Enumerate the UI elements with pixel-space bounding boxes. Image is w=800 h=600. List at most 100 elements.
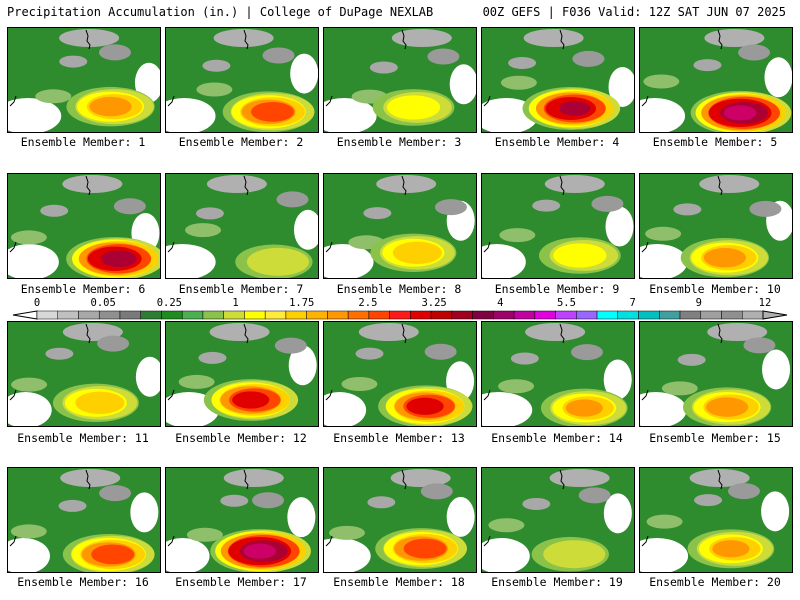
precip-map — [640, 468, 792, 572]
precip-colorbar: 0 0.05 0.25 1 1.75 2.5 3.25 4 5.5 7 9 12 — [12, 297, 788, 320]
model-run-info: 00Z GEFS | F036 Valid: 12Z SAT JUN 07 20… — [482, 5, 786, 19]
ensemble-member-map — [639, 467, 793, 573]
colorbar-swatch — [410, 310, 432, 320]
colorbar-min-arrow — [12, 310, 38, 320]
colorbar-swatch — [493, 310, 515, 320]
ensemble-member-caption: Ensemble Member: 11 — [17, 431, 149, 445]
colorbar-swatch — [638, 310, 660, 320]
ensemble-member-map — [639, 321, 793, 427]
ensemble-member-caption: Ensemble Member: 15 — [649, 431, 781, 445]
colorbar-swatch — [264, 310, 287, 320]
ensemble-member-map — [481, 173, 635, 279]
ensemble-member-map — [323, 321, 477, 427]
ensemble-member-caption: Ensemble Member: 12 — [175, 431, 307, 445]
ensemble-member-map — [165, 173, 319, 279]
colorbar-swatch — [327, 310, 349, 320]
colorbar-swatch — [451, 310, 473, 320]
precip-map — [324, 28, 476, 132]
colorbar-swatch — [181, 310, 204, 320]
precip-map — [640, 322, 792, 426]
colorbar-swatch — [555, 310, 577, 320]
precip-map — [482, 322, 634, 426]
precip-map — [8, 174, 160, 278]
colorbar-tick-label: 12 — [759, 297, 772, 309]
colorbar-swatch — [202, 310, 224, 320]
ensemble-member-caption: Ensemble Member: 18 — [333, 575, 465, 589]
colorbar-tick-label: 1.75 — [289, 297, 314, 309]
precip-map — [324, 174, 476, 278]
colorbar-swatch — [57, 310, 79, 320]
ensemble-member-caption: Ensemble Member: 13 — [333, 431, 465, 445]
precip-map — [166, 468, 318, 572]
colorbar-swatch — [98, 310, 121, 320]
colorbar-swatch — [659, 310, 681, 320]
precip-map — [640, 28, 792, 132]
colorbar-swatch — [285, 310, 307, 320]
ensemble-member-caption: Ensemble Member: 7 — [178, 282, 304, 296]
colorbar-swatch — [617, 310, 639, 320]
precip-map — [166, 174, 318, 278]
ensemble-member-map — [7, 467, 161, 573]
precip-map — [166, 322, 318, 426]
ensemble-member-caption: Ensemble Member: 20 — [649, 575, 781, 589]
colorbar-swatch — [119, 310, 141, 320]
colorbar-swatch — [347, 310, 370, 320]
precip-map — [8, 28, 160, 132]
colorbar-swatch — [721, 310, 743, 320]
colorbar-swatch — [140, 310, 162, 320]
colorbar-swatch — [368, 310, 390, 320]
colorbar-tick-label: 0.05 — [91, 297, 116, 309]
ensemble-member-map — [323, 467, 477, 573]
ensemble-member-map — [639, 173, 793, 279]
colorbar-tick-label: 4 — [497, 297, 503, 309]
ensemble-member-map — [165, 321, 319, 427]
ensemble-member-caption: Ensemble Member: 19 — [491, 575, 623, 589]
ensemble-member-caption: Ensemble Member: 6 — [20, 282, 146, 296]
colorbar-swatch — [472, 310, 494, 320]
precip-map — [324, 322, 476, 426]
ensemble-member-caption: Ensemble Member: 16 — [17, 575, 149, 589]
precip-map — [640, 174, 792, 278]
colorbar-swatch — [78, 310, 100, 320]
map-title: Precipitation Accumulation (in.) | Colle… — [7, 5, 434, 19]
precip-map — [8, 322, 160, 426]
colorbar-tick-label: 9 — [696, 297, 702, 309]
ensemble-member-caption: Ensemble Member: 14 — [491, 431, 623, 445]
ensemble-member-map — [7, 321, 161, 427]
colorbar-swatch — [223, 310, 245, 320]
colorbar-swatch — [534, 310, 556, 320]
precip-map — [324, 468, 476, 572]
ensemble-member-map — [481, 321, 635, 427]
ensemble-member-caption: Ensemble Member: 4 — [494, 135, 620, 149]
ensemble-member-caption: Ensemble Member: 3 — [336, 135, 462, 149]
colorbar-swatch — [596, 310, 619, 320]
ensemble-member-caption: Ensemble Member: 9 — [494, 282, 620, 296]
ensemble-member-caption: Ensemble Member: 1 — [20, 135, 146, 149]
colorbar-swatch — [700, 310, 722, 320]
ensemble-member-map — [7, 173, 161, 279]
precip-map — [166, 28, 318, 132]
colorbar-tick-label: 0 — [34, 297, 40, 309]
colorbar-tick-label: 5.5 — [557, 297, 576, 309]
ensemble-member-caption: Ensemble Member: 17 — [175, 575, 307, 589]
ensemble-member-map — [323, 27, 477, 133]
colorbar-swatch — [306, 310, 328, 320]
colorbar-swatch — [742, 310, 764, 320]
ensemble-member-caption: Ensemble Member: 2 — [178, 135, 304, 149]
colorbar-swatch — [36, 310, 58, 320]
ensemble-member-map — [165, 27, 319, 133]
colorbar-tick-label: 0.25 — [157, 297, 182, 309]
colorbar-swatch — [244, 310, 266, 320]
colorbar-swatch — [513, 310, 536, 320]
precip-map — [482, 468, 634, 572]
ensemble-member-map — [639, 27, 793, 133]
ensemble-member-caption: Ensemble Member: 5 — [652, 135, 778, 149]
colorbar-tick-label: 3.25 — [421, 297, 446, 309]
colorbar-tick-label: 7 — [629, 297, 635, 309]
ensemble-member-map — [323, 173, 477, 279]
precip-map — [482, 174, 634, 278]
colorbar-max-arrow — [762, 310, 788, 320]
ensemble-member-map — [165, 467, 319, 573]
colorbar-swatch — [389, 310, 411, 320]
ensemble-member-caption: Ensemble Member: 10 — [649, 282, 781, 296]
